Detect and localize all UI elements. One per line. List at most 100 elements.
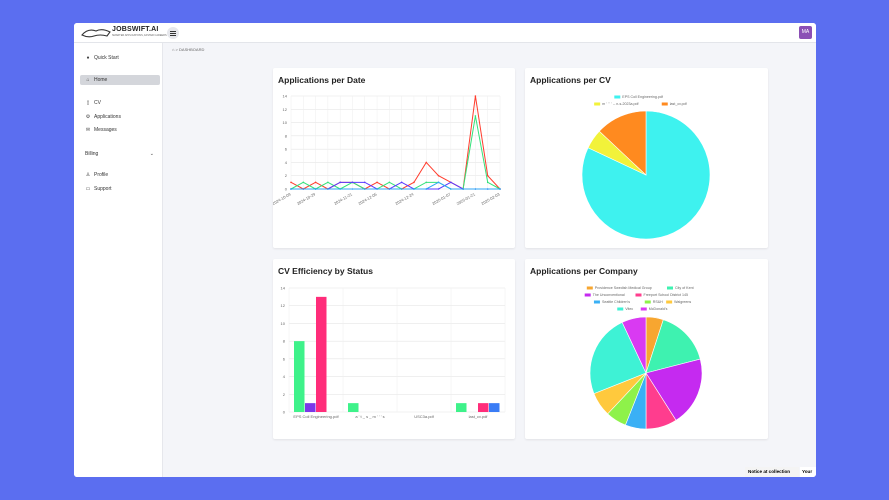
x-tick-label: 2025-01-07 [431,191,452,206]
chevron-down-icon[interactable]: ⌄ [149,151,154,157]
y-tick-label: 6 [283,356,286,361]
series-point [437,188,440,190]
sidebar-item-billing[interactable]: Billing ⌄ [80,149,160,159]
pie-slice [645,358,703,421]
series-point [437,181,440,184]
dot-icon: ● [86,55,90,61]
sidebar-item-profile[interactable]: ♙ Profile [80,170,160,180]
sidebar-item-messages[interactable]: ✉ Messages [80,125,160,135]
user-avatar[interactable]: MA [799,26,812,39]
sidebar-item-label: Applications [94,114,121,120]
legend-swatch [586,286,593,290]
series-point [425,161,428,164]
legend-swatch [584,293,591,297]
message-icon: ▭ [85,186,91,192]
series-point [450,181,452,184]
y-tick-label: 10 [283,120,288,125]
card-applications-per-cv: Applications per CV EPS Coll Engineering… [525,68,768,248]
series-point [302,188,305,190]
user-icon: ♙ [85,172,91,178]
series-line [290,95,501,190]
x-tick-label: 2024-12-05 [357,191,378,206]
sidebar: ● Quick Start ⌂ Home ▯ CV ⚙ Applications ✉ Me… [74,43,163,477]
sidebar-item-support[interactable]: ▭ Support [80,184,160,194]
legend-swatch [635,293,642,297]
series-point [425,181,428,184]
series-point [474,95,477,97]
series-point [486,181,489,184]
x-tick-label: 2024-10-09 [273,191,292,206]
series-point [376,188,378,190]
bar [305,403,316,412]
y-tick-label: 0 [285,187,288,192]
legend-swatch [594,102,601,106]
breadcrumb-current: DASHBOARD [179,47,205,52]
series-point [486,188,489,190]
menu-toggle-button[interactable] [167,27,179,39]
series-point [462,188,464,190]
series-point [302,181,305,184]
pie-chart-cv: EPS Coll Engineering.pdf m ' ' ' ' -- n-s… [581,95,711,240]
line-chart: 0 2 4 6 8 10 12 14 2024-10-09 2024-10-29 2024-11-2… [273,94,501,207]
series-point [290,188,292,190]
legend-swatch [644,300,651,304]
series-point [388,181,391,184]
series-point [400,188,403,190]
bar [456,403,467,412]
pie-slice [645,319,701,374]
x-tick-label: 2025-02-03 [480,191,501,206]
y-tick-label: 0 [283,410,286,415]
y-tick-label: 2 [283,392,286,397]
sidebar-item-quick-start[interactable]: ● Quick Start [80,53,160,63]
sidebar-item-label: Messages [94,127,117,133]
series-point [425,188,428,190]
home-icon: ⌂ [86,77,90,83]
series-point [450,188,452,190]
bar-chart: 0 2 4 6 8 10 12 14 EPS Coll Engineering.pdf a ' t… [281,286,506,419]
sidebar-item-home[interactable]: ⌂ Home [80,75,160,85]
card-title: Applications per Date [278,75,366,85]
legend-swatch [593,300,600,304]
notice-at-collection-link[interactable]: Notice at collection [745,467,799,477]
sidebar-item-label: Support [94,186,112,192]
legend-label: Seattle Children's [602,300,630,304]
card-applications-per-company: Applications per Company Providence Swed… [525,259,768,439]
legend-swatch [614,95,621,99]
legend-label: City of Kent [675,286,694,290]
envelope-icon: ✉ [85,127,91,133]
x-tick-label: last_cv.pdf [469,414,489,419]
legend-swatch [617,307,624,311]
pie-slice [598,110,647,176]
pie-slice [589,321,647,395]
bar [294,341,305,412]
legend-label: last_cv.pdf [670,102,687,106]
series-point [437,174,440,177]
legend-swatch [640,307,647,311]
series-point [339,181,341,184]
y-tick-label: 4 [283,374,286,379]
sidebar-item-cv[interactable]: ▯ CV [80,98,160,108]
series-point [290,181,292,184]
card-applications-per-date: Applications per Date 0 2 4 6 8 10 12 14 2024-10… [273,68,515,248]
legend-label: Vitec [625,307,633,311]
jobswift-logo[interactable] [80,26,160,40]
series-point [413,188,415,190]
x-tick-label: EPS Coll Engineering.pdf [293,414,339,419]
gear-icon: ⚙ [85,114,91,120]
card-title: CV Efficiency by Status [278,266,373,276]
y-tick-label: 12 [281,303,286,308]
y-tick-label: 2 [285,173,288,178]
document-icon: ▯ [86,100,90,106]
series-point [474,115,477,117]
sidebar-item-applications[interactable]: ⚙ Applications [80,112,160,122]
x-tick-label: 2024-12-24 [394,191,415,206]
notice-extra: Your [800,467,816,477]
legend-label: McDonald's [649,307,668,311]
legend-label: m ' ' ' ' -- n-s-2023a.pdf [602,102,638,106]
series-point [376,181,378,184]
series-point [327,181,329,184]
bar [478,403,489,412]
legend-label: The Unconventional [593,293,625,297]
series-point [486,174,489,177]
home-icon[interactable]: ⌂ [172,47,175,52]
